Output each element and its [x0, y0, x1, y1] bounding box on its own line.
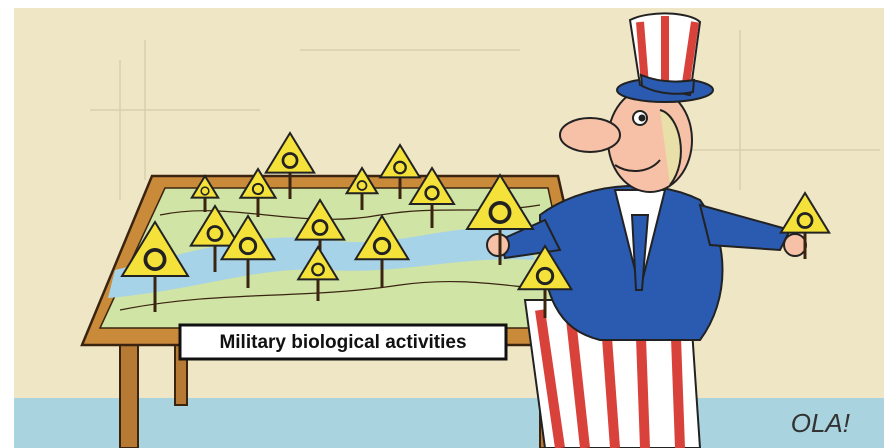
cartoon: Military biological activities OLA! [0, 0, 884, 448]
signature: OLA! [791, 408, 850, 438]
floor [14, 398, 884, 448]
page: Military biological activities OLA! (() … [0, 0, 884, 448]
caption: Military biological activities [219, 332, 466, 353]
